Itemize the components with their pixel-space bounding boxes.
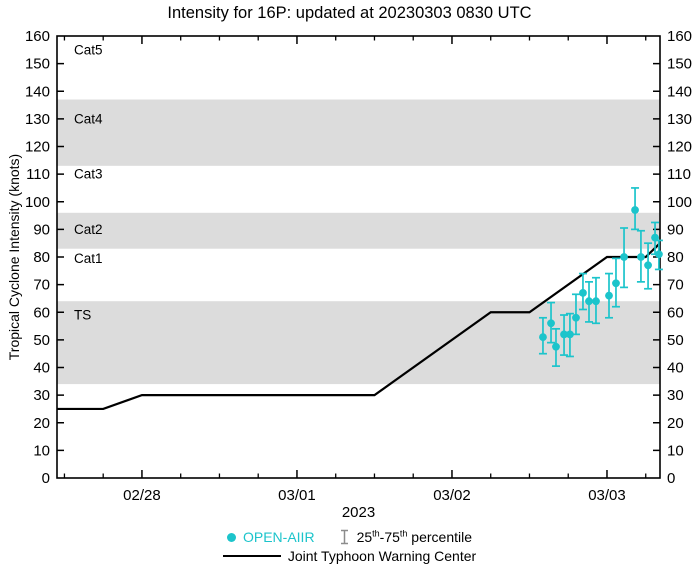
y-tick-label-right: 60 (667, 304, 684, 321)
open-aiir-data-point (620, 253, 628, 261)
x-tick-label: 02/28 (123, 487, 161, 504)
y-tick-label-left: 30 (33, 387, 50, 404)
open-aiir-data-point (566, 330, 574, 339)
y-tick-label-right: 10 (667, 442, 684, 459)
category-label-cat2: Cat2 (74, 222, 103, 237)
y-tick-label-right: 40 (667, 360, 684, 377)
open-aiir-data-point (605, 291, 613, 300)
x-tick-label: 03/03 (588, 487, 626, 504)
x-axis-year-label: 2023 (341, 504, 376, 521)
y-tick-label-left: 20 (33, 415, 50, 432)
open-aiir-data-point (572, 313, 580, 322)
y-tick-label-left: 40 (33, 360, 50, 377)
x-tick-label: 03/01 (278, 487, 316, 504)
open-aiir-data-point (651, 233, 659, 242)
legend-item-open-aiir: OPEN-AIIR (226, 529, 315, 545)
category-band-cat4 (57, 99, 660, 166)
y-axis-title: Tropical Cyclone Intensity (knots) (6, 153, 22, 361)
category-label-ts: TS (74, 308, 91, 323)
y-tick-label-left: 50 (33, 332, 50, 349)
y-tick-label-right: 100 (667, 194, 692, 211)
y-tick-label-right: 150 (667, 56, 692, 73)
open-aiir-data-point (655, 250, 663, 259)
legend-row-2: Joint Typhoon Warning Center (0, 548, 699, 564)
y-tick-label-right: 130 (667, 111, 692, 128)
y-tick-label-right: 30 (667, 387, 684, 404)
open-aiir-data-point (552, 342, 560, 351)
y-tick-label-left: 160 (25, 28, 50, 45)
y-tick-label-right: 110 (667, 166, 691, 183)
open-aiir-dot-icon (226, 532, 236, 542)
open-aiir-data-point (560, 330, 568, 339)
category-band-cat2 (57, 212, 660, 249)
y-tick-label-left: 60 (33, 304, 50, 321)
open-aiir-data-point (612, 279, 620, 288)
category-label-cat5: Cat5 (74, 42, 103, 57)
y-tick-label-left: 90 (33, 221, 50, 238)
open-aiir-data-point (644, 261, 652, 270)
legend-item-percentile: 25th-75th percentile (339, 529, 472, 545)
open-aiir-data-point (547, 319, 555, 328)
y-tick-label-left: 130 (25, 111, 50, 128)
percentile-errorbar-icon (340, 529, 348, 545)
y-tick-label-left: 100 (25, 194, 50, 211)
legend-label-open-aiir: OPEN-AIIR (242, 529, 315, 545)
category-label-cat1: Cat1 (74, 251, 103, 266)
open-aiir-data-point (631, 206, 639, 214)
y-tick-label-left: 110 (26, 166, 50, 183)
x-tick-label: 03/02 (433, 487, 471, 504)
y-tick-label-right: 140 (667, 83, 692, 100)
y-tick-label-right: 80 (667, 249, 684, 266)
open-aiir-data-point (637, 253, 645, 261)
category-label-cat3: Cat3 (74, 167, 103, 182)
y-tick-label-left: 10 (33, 442, 50, 459)
y-tick-label-left: 150 (25, 56, 50, 73)
y-tick-label-left: 70 (33, 277, 50, 294)
open-aiir-data-point (579, 289, 587, 297)
open-aiir-data-point (592, 297, 600, 306)
jtwc-intensity-line (57, 242, 661, 411)
y-tick-label-left: 140 (25, 83, 50, 100)
open-aiir-data-point (585, 297, 593, 306)
y-tick-label-right: 70 (667, 277, 684, 294)
jtwc-line-icon (222, 555, 281, 557)
category-band-ts (57, 301, 660, 385)
y-tick-label-left: 0 (42, 470, 50, 487)
legend-label-percentile: 25th-75th percentile (356, 528, 472, 545)
legend-row-1: OPEN-AIIR 25th-75th percentile (0, 529, 699, 545)
legend-label-jtwc: Joint Typhoon Warning Center (287, 548, 477, 564)
open-aiir-data-point (539, 333, 547, 342)
y-tick-label-right: 90 (667, 221, 684, 238)
y-tick-label-left: 120 (25, 139, 50, 156)
y-tick-label-right: 160 (667, 28, 692, 45)
category-label-cat4: Cat4 (74, 111, 103, 126)
y-tick-label-left: 80 (33, 249, 50, 266)
y-tick-label-right: 20 (667, 415, 684, 432)
y-tick-label-right: 0 (667, 470, 675, 487)
y-tick-label-right: 120 (667, 139, 692, 156)
chart-title: Intensity for 16P: updated at 20230303 0… (167, 4, 532, 22)
legend-item-jtwc: Joint Typhoon Warning Center (222, 548, 477, 564)
y-tick-label-right: 50 (667, 332, 684, 349)
